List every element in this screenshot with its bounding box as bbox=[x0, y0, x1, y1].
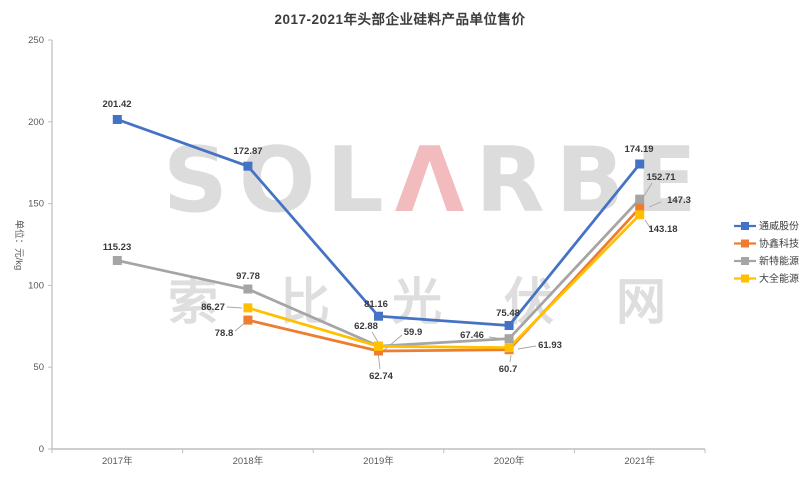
series-marker-大全能源 bbox=[374, 341, 383, 351]
series-marker-新特能源 bbox=[504, 334, 514, 344]
data-label: 86.27 bbox=[201, 302, 225, 313]
series-marker-通威股份 bbox=[243, 161, 253, 171]
x-axis-category-label: 2021年 bbox=[624, 455, 655, 467]
legend-label: 大全能源 bbox=[759, 272, 799, 285]
y-axis-tick-label: 0 bbox=[39, 444, 44, 455]
series-marker-通威股份 bbox=[112, 114, 122, 124]
x-axis-category-label: 2018年 bbox=[233, 455, 264, 467]
y-axis-tick-label: 50 bbox=[33, 362, 44, 373]
data-label: 60.7 bbox=[499, 364, 518, 375]
series-marker-协鑫科技 bbox=[374, 346, 383, 356]
chart-title: 2017-2021年头部企业硅料产品单位售价 bbox=[274, 12, 526, 27]
data-label: 147.3 bbox=[667, 195, 691, 206]
series-marker-协鑫科技 bbox=[243, 315, 253, 325]
data-label: 81.16 bbox=[364, 299, 388, 310]
legend-marker-swatch bbox=[741, 222, 749, 230]
series-marker-大全能源 bbox=[635, 210, 645, 220]
y-axis-tick-label: 200 bbox=[28, 117, 44, 128]
legend-label: 协鑫科技 bbox=[759, 237, 799, 250]
y-axis-tick-label: 250 bbox=[28, 35, 44, 46]
y-axis-title: 单位：元/kg bbox=[13, 220, 25, 271]
x-axis-category-label: 2020年 bbox=[494, 455, 525, 467]
series-marker-协鑫科技 bbox=[635, 203, 645, 213]
data-label-leader-line bbox=[509, 354, 512, 363]
series-line-大全能源 bbox=[247, 213, 641, 350]
data-label: 201.42 bbox=[102, 99, 131, 110]
data-label-leader-line bbox=[517, 345, 537, 350]
data-label: 75.48 bbox=[496, 308, 520, 319]
data-label: 62.74 bbox=[369, 371, 393, 382]
data-label: 143.18 bbox=[648, 224, 677, 235]
series-marker-通威股份 bbox=[374, 311, 383, 321]
data-label: 97.78 bbox=[236, 271, 260, 282]
data-label: 62.88 bbox=[354, 321, 378, 332]
data-label-leader-line bbox=[643, 182, 653, 197]
data-label-leader-line bbox=[371, 331, 379, 343]
series-marker-通威股份 bbox=[635, 159, 645, 169]
data-label: 174.19 bbox=[624, 144, 653, 155]
y-axis-tick-label: 100 bbox=[28, 280, 44, 291]
data-label: 61.93 bbox=[538, 340, 562, 351]
legend-marker-swatch bbox=[741, 257, 749, 265]
data-label: 152.71 bbox=[646, 172, 676, 183]
watermark-logo-suffix: RBE bbox=[475, 128, 708, 233]
data-label-leader-line bbox=[226, 306, 243, 309]
data-label-leader-line bbox=[381, 334, 403, 353]
legend-label: 新特能源 bbox=[759, 255, 799, 268]
series-line-新特能源 bbox=[117, 198, 641, 348]
watermark-logo-prefix: SOL bbox=[163, 128, 395, 233]
legend-marker-swatch bbox=[741, 239, 749, 248]
data-label: 78.8 bbox=[215, 328, 234, 339]
x-axis-category-label: 2017年 bbox=[102, 455, 133, 467]
series-marker-大全能源 bbox=[243, 303, 253, 313]
watermark-logo-a-triangle: Λ bbox=[394, 128, 476, 233]
series-marker-新特能源 bbox=[112, 255, 122, 265]
data-label-leader-line bbox=[648, 201, 662, 208]
data-label-leader-line bbox=[644, 219, 652, 230]
series-marker-通威股份 bbox=[504, 321, 514, 331]
data-label: 59.9 bbox=[404, 327, 423, 338]
series-line-协鑫科技 bbox=[247, 207, 641, 353]
x-axis-category-label: 2019年 bbox=[363, 455, 394, 467]
legend-label: 通威股份 bbox=[759, 220, 799, 233]
series-marker-新特能源 bbox=[635, 194, 645, 204]
data-label: 67.46 bbox=[460, 330, 484, 341]
y-axis-tick-label: 150 bbox=[28, 199, 44, 210]
watermark-solarbe-logo: SOLΛRBE bbox=[163, 128, 708, 233]
legend-marker-swatch bbox=[741, 274, 749, 283]
data-label: 172.87 bbox=[233, 146, 262, 157]
series-marker-新特能源 bbox=[243, 284, 253, 294]
series-marker-大全能源 bbox=[504, 343, 514, 353]
data-label: 115.23 bbox=[103, 242, 132, 253]
